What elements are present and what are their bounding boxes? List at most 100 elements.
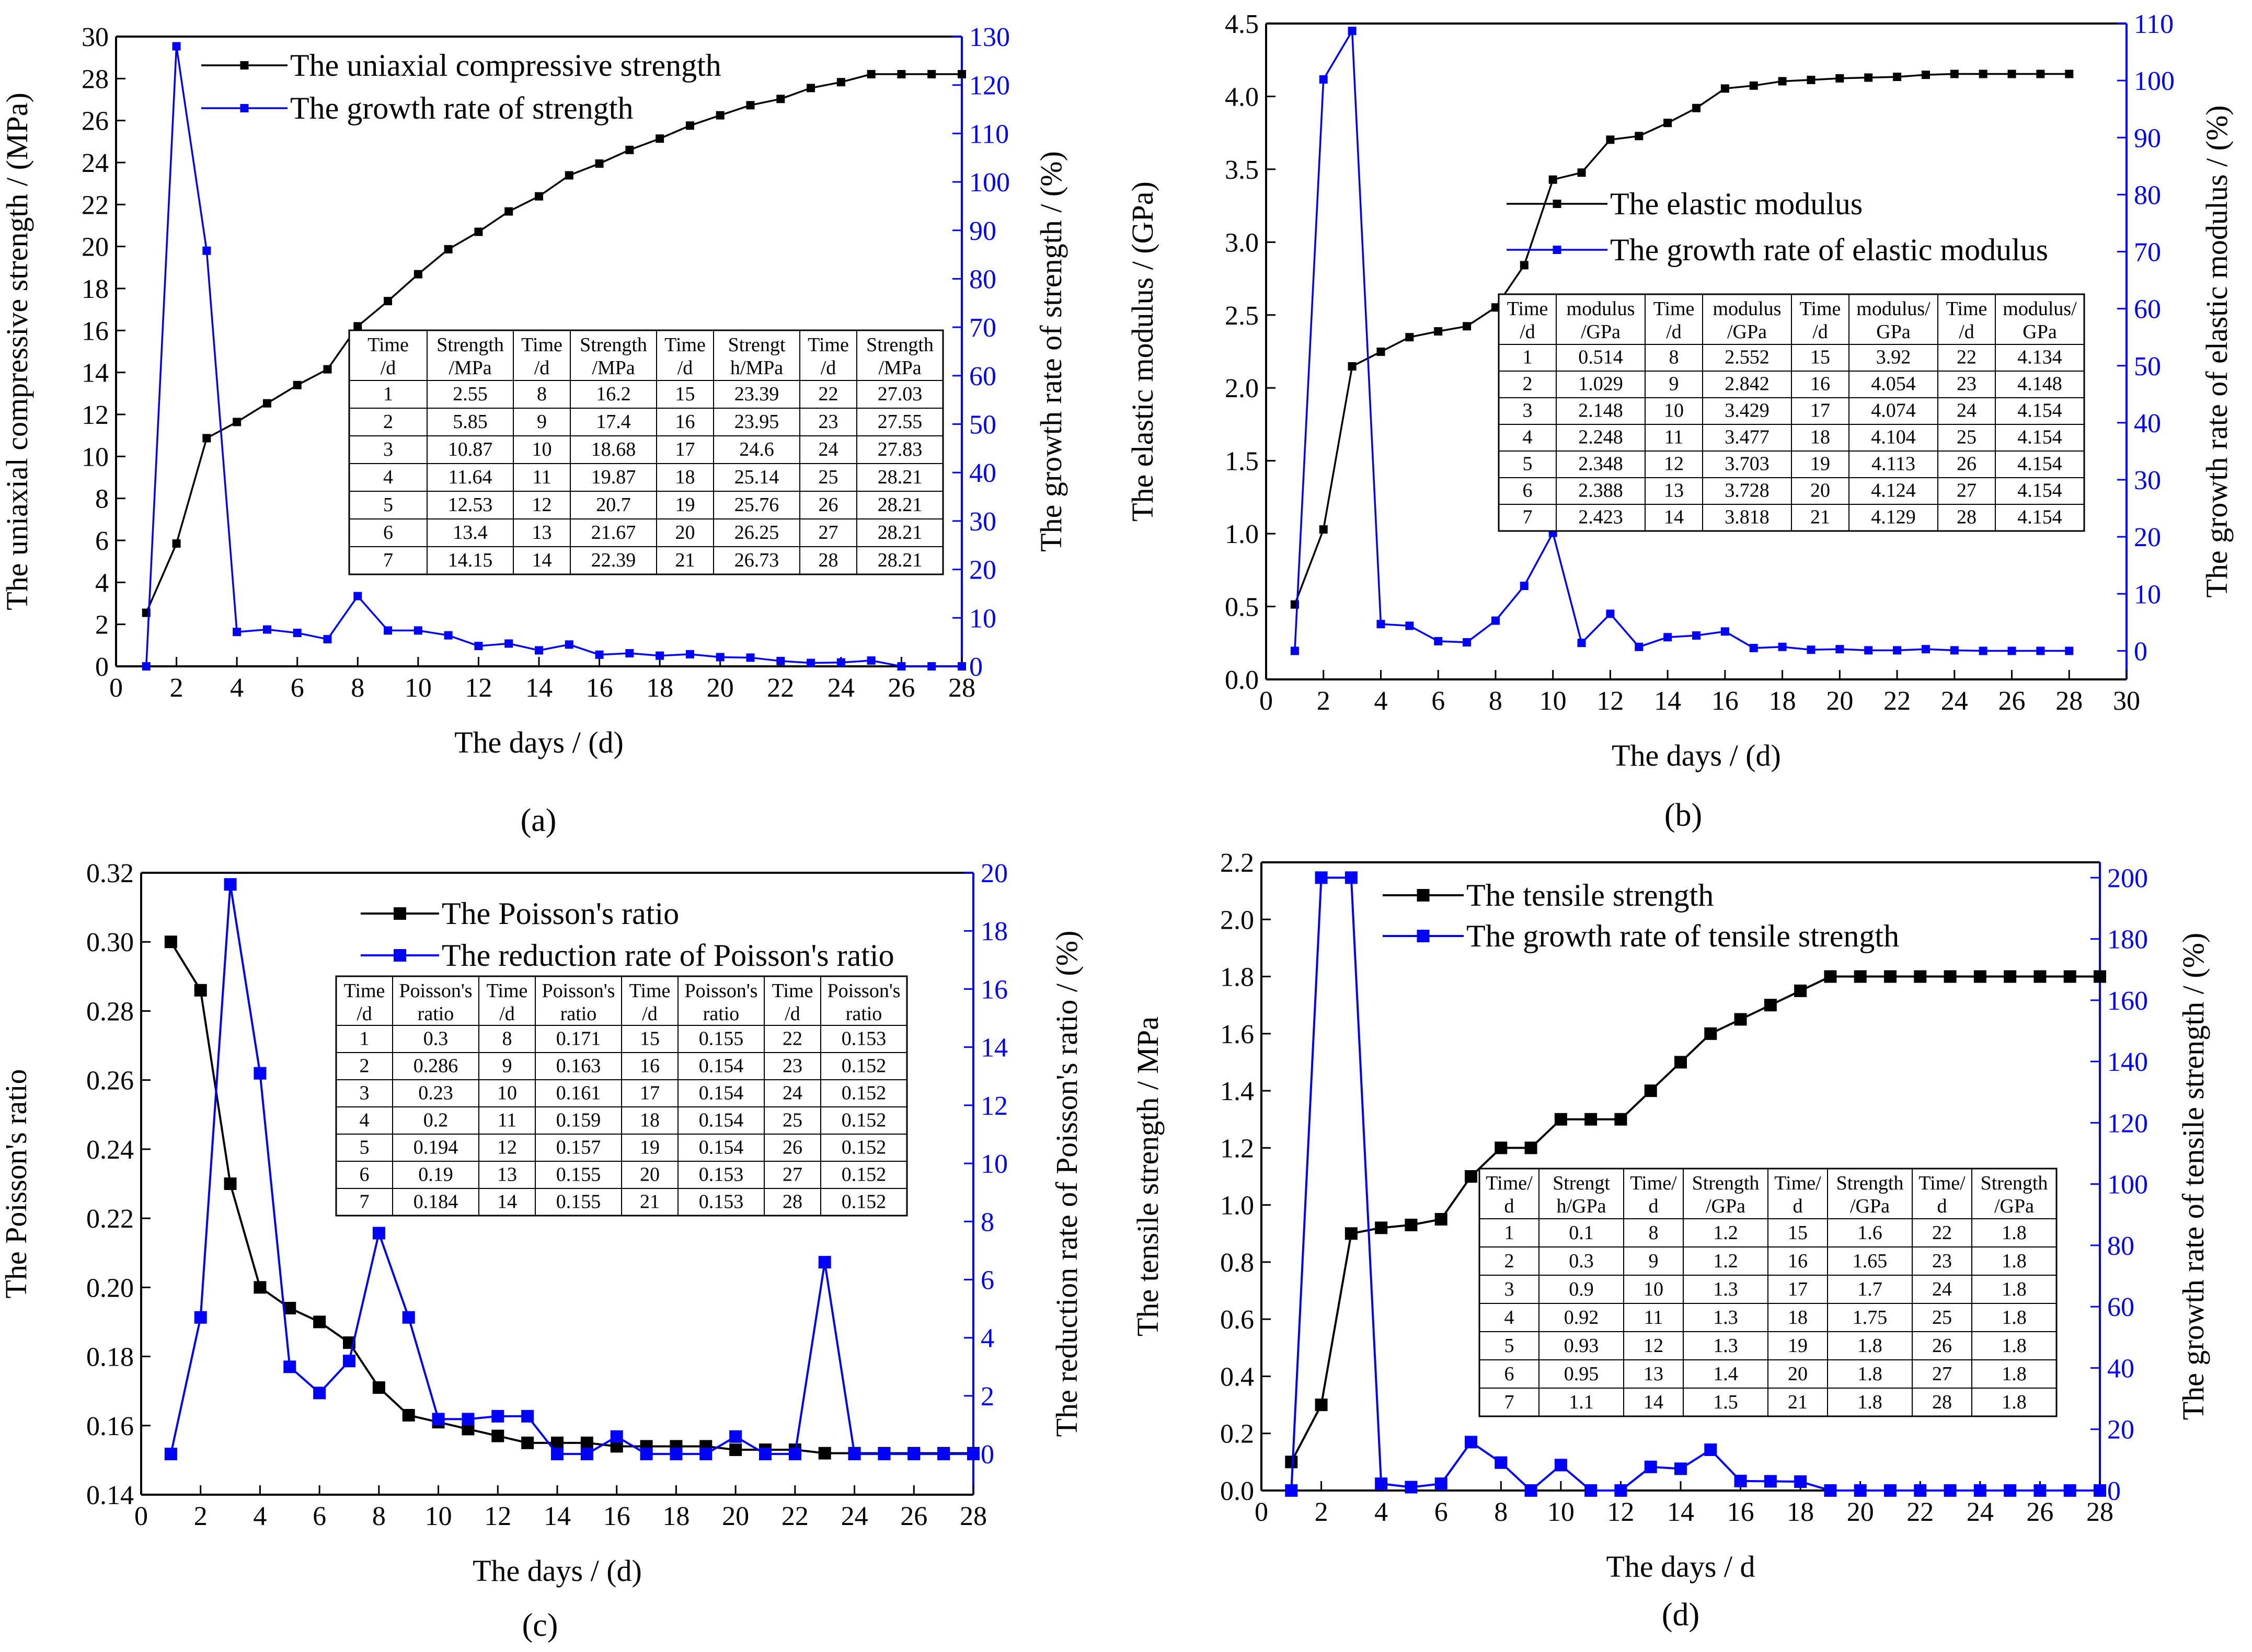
table-header-cell: /GPa: [1727, 321, 1767, 343]
y-tick-label: 0: [95, 652, 109, 682]
data-point-secondary: [1554, 1459, 1567, 1472]
legend-marker: [1417, 930, 1430, 942]
table-cell: 8: [1649, 1222, 1659, 1244]
table-cell: 7: [360, 1191, 370, 1212]
data-point-primary: [2063, 970, 2076, 983]
table-cell: 17.4: [596, 411, 631, 433]
data-point-primary: [1893, 73, 1902, 82]
data-point-primary: [565, 171, 573, 180]
table-cell: 26: [819, 494, 838, 516]
legend-label: The growth rate of tensile strength: [1466, 919, 1899, 953]
table-cell: 19: [1810, 453, 1830, 475]
table-cell: 0.163: [556, 1055, 601, 1077]
y-tick-label: 2.0: [1225, 374, 1259, 403]
x-axis-label: The days / (d): [454, 725, 624, 759]
table-cell: 3: [360, 1082, 370, 1104]
table-cell: 26: [1932, 1335, 1952, 1357]
table-cell: 10: [532, 438, 552, 460]
table-cell: 17: [640, 1082, 660, 1104]
table-cell: 1: [1504, 1222, 1514, 1244]
table-cell: 1.8: [1857, 1363, 1882, 1385]
y2-tick-label: 20: [981, 859, 1008, 888]
y2-tick-label: 10: [981, 1149, 1008, 1179]
table-header-cell: Strength: [436, 334, 504, 356]
y2-tick-label: 70: [2134, 238, 2161, 268]
data-point-primary: [1835, 74, 1844, 83]
x-tick-label: 16: [1711, 686, 1739, 716]
data-point-secondary: [2065, 646, 2074, 655]
data-point-secondary: [164, 1448, 177, 1461]
data-point-primary: [504, 207, 513, 216]
table-cell: 19: [1788, 1335, 1808, 1357]
y2-tick-label: 20: [2107, 1415, 2134, 1445]
table-cell: 1: [360, 1027, 370, 1049]
data-point-secondary: [1405, 1481, 1418, 1494]
data-point-primary: [1854, 970, 1867, 983]
panel-c: 0 2 4 6 8 10 12 14 16 18 20 22 24 26 280.140.160.180.2…: [0, 859, 1084, 1643]
x-tick-label: 28: [2086, 1497, 2113, 1527]
x-tick-label: 22: [782, 1501, 809, 1531]
data-point-secondary: [1854, 1484, 1867, 1497]
table-header-cell: ratio: [846, 1003, 882, 1025]
table-header-cell: Time/: [1918, 1172, 1966, 1194]
y-tick-label: 10: [82, 442, 109, 472]
data-point-secondary: [1674, 1462, 1687, 1475]
data-point-primary: [2033, 970, 2047, 983]
data-point-secondary: [1749, 643, 1758, 652]
data-point-primary: [1375, 1221, 1388, 1234]
table-cell: 23: [1932, 1250, 1952, 1272]
table-header-cell: /d: [1520, 321, 1535, 343]
y2-tick-label: 10: [969, 604, 996, 633]
table-cell: 0.3: [423, 1027, 449, 1049]
data-point-secondary: [610, 1430, 623, 1443]
data-point-secondary: [2033, 1484, 2047, 1497]
data-point-secondary: [625, 649, 634, 657]
table-header-cell: /d: [785, 1003, 800, 1025]
table-cell: 1.8: [2002, 1278, 2027, 1300]
table-cell: 22: [783, 1027, 802, 1049]
y-tick-label: 0.8: [1220, 1248, 1254, 1278]
table-cell: 18: [1810, 426, 1830, 448]
y-tick-label: 0.6: [1220, 1305, 1254, 1335]
legend-label: The growth rate of elastic modulus: [1610, 233, 2048, 267]
table-cell: 17: [1788, 1278, 1808, 1300]
data-point-primary: [323, 365, 332, 374]
data-point-primary: [2004, 970, 2017, 983]
y-tick-label: 0.2: [1220, 1419, 1254, 1449]
table-cell: 0.514: [1578, 346, 1623, 368]
x-tick-label: 0: [109, 673, 123, 703]
table-header-cell: modulus/: [2003, 298, 2077, 320]
table-cell: 0.157: [556, 1136, 601, 1158]
table-cell: 5: [383, 494, 393, 516]
x-tick-label: 4: [230, 673, 244, 703]
data-point-primary: [1864, 73, 1873, 82]
table-cell: 22.39: [591, 549, 636, 571]
y2-tick-label: 80: [969, 264, 996, 294]
y2-tick-label: 180: [2107, 925, 2148, 955]
data-point-secondary: [1973, 1484, 1986, 1497]
y2-tick-label: 100: [969, 168, 1010, 198]
table-header-cell: /GPa: [1706, 1195, 1745, 1217]
data-point-primary: [164, 935, 177, 949]
table-cell: 23: [819, 411, 838, 433]
y-axis-label: The Poisson's ratio: [0, 1069, 33, 1299]
data-point-secondary: [521, 1410, 534, 1423]
data-point-secondary: [937, 1448, 950, 1461]
table-header-cell: /d: [357, 1003, 372, 1025]
table-cell: 7: [383, 549, 393, 571]
table-cell: 0.152: [842, 1191, 887, 1212]
table-cell: 23.39: [734, 383, 779, 405]
y-tick-label: 4.5: [1225, 9, 1259, 39]
table-cell: 1.7: [1857, 1278, 1882, 1300]
table-cell: 15: [1810, 346, 1830, 368]
y-axis-label: The uniaxial compressive strength / (MPa…: [0, 93, 34, 610]
table-cell: 4.154: [2017, 453, 2062, 475]
data-point-secondary: [535, 646, 543, 655]
data-point-secondary: [699, 1448, 713, 1461]
y2-axis-label: The growth rate of elastic modulus / (%): [2200, 105, 2234, 597]
data-point-secondary: [1764, 1475, 1777, 1488]
data-point-primary: [1914, 970, 1927, 983]
data-point-secondary: [788, 1448, 801, 1461]
table-cell: 19: [640, 1136, 660, 1158]
panel-a: 0 2 4 6 8 10 12 14 16 18 20 22 24 26 28024681012141618…: [0, 22, 1068, 838]
